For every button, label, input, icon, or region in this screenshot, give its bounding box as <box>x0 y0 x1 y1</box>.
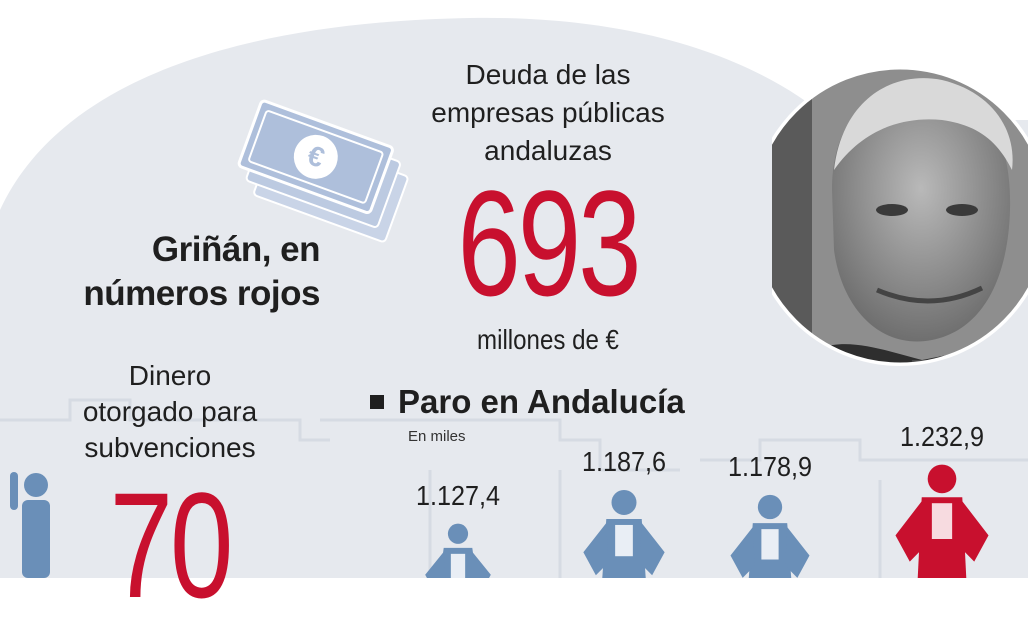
paro-title-text: Paro en Andalucía <box>398 383 685 420</box>
headline-line-2: números rojos <box>83 274 320 313</box>
paro-figure-3 <box>895 464 989 578</box>
euro-banknote-icon: € <box>237 99 409 243</box>
subsidies-label-line-1: Dinero <box>128 360 212 391</box>
paro-value-label-1: 1.187,6 <box>581 445 667 477</box>
debt-unit: millones de € <box>477 324 619 355</box>
paro-figure-2 <box>730 494 810 578</box>
debt-label-line-2: empresas públicas <box>431 97 665 128</box>
subsidies-label: Dinero otorgado para subvenciones <box>40 358 300 466</box>
paro-value-label-0: 1.127,4 <box>415 479 501 511</box>
debt-value: 693 <box>457 159 641 327</box>
debt-label-line-1: Deuda de las <box>465 59 631 90</box>
paro-subtitle: En miles <box>408 428 466 445</box>
debt-label-line-3: andaluzas <box>484 135 612 166</box>
paro-figures <box>425 464 989 578</box>
page-headline: Griñán, en números rojos <box>20 228 320 316</box>
subsidies-label-line-3: subvenciones <box>84 432 256 463</box>
paro-value-label-2: 1.178,9 <box>727 450 813 482</box>
subsidies-label-line-2: otorgado para <box>82 396 258 427</box>
paro-bullet <box>370 395 384 409</box>
paro-value-label-3: 1.232,9 <box>899 420 985 452</box>
headline-line-1: Griñán, en <box>151 230 321 269</box>
portrait-photo <box>772 66 1028 366</box>
paro-figure-1 <box>583 489 665 578</box>
paro-figure-0 <box>425 523 491 578</box>
debt-label: Deuda de las empresas públicas andaluzas <box>388 56 708 170</box>
person-figure-icon <box>10 472 50 578</box>
paro-title: Paro en Andalucía <box>370 382 685 422</box>
